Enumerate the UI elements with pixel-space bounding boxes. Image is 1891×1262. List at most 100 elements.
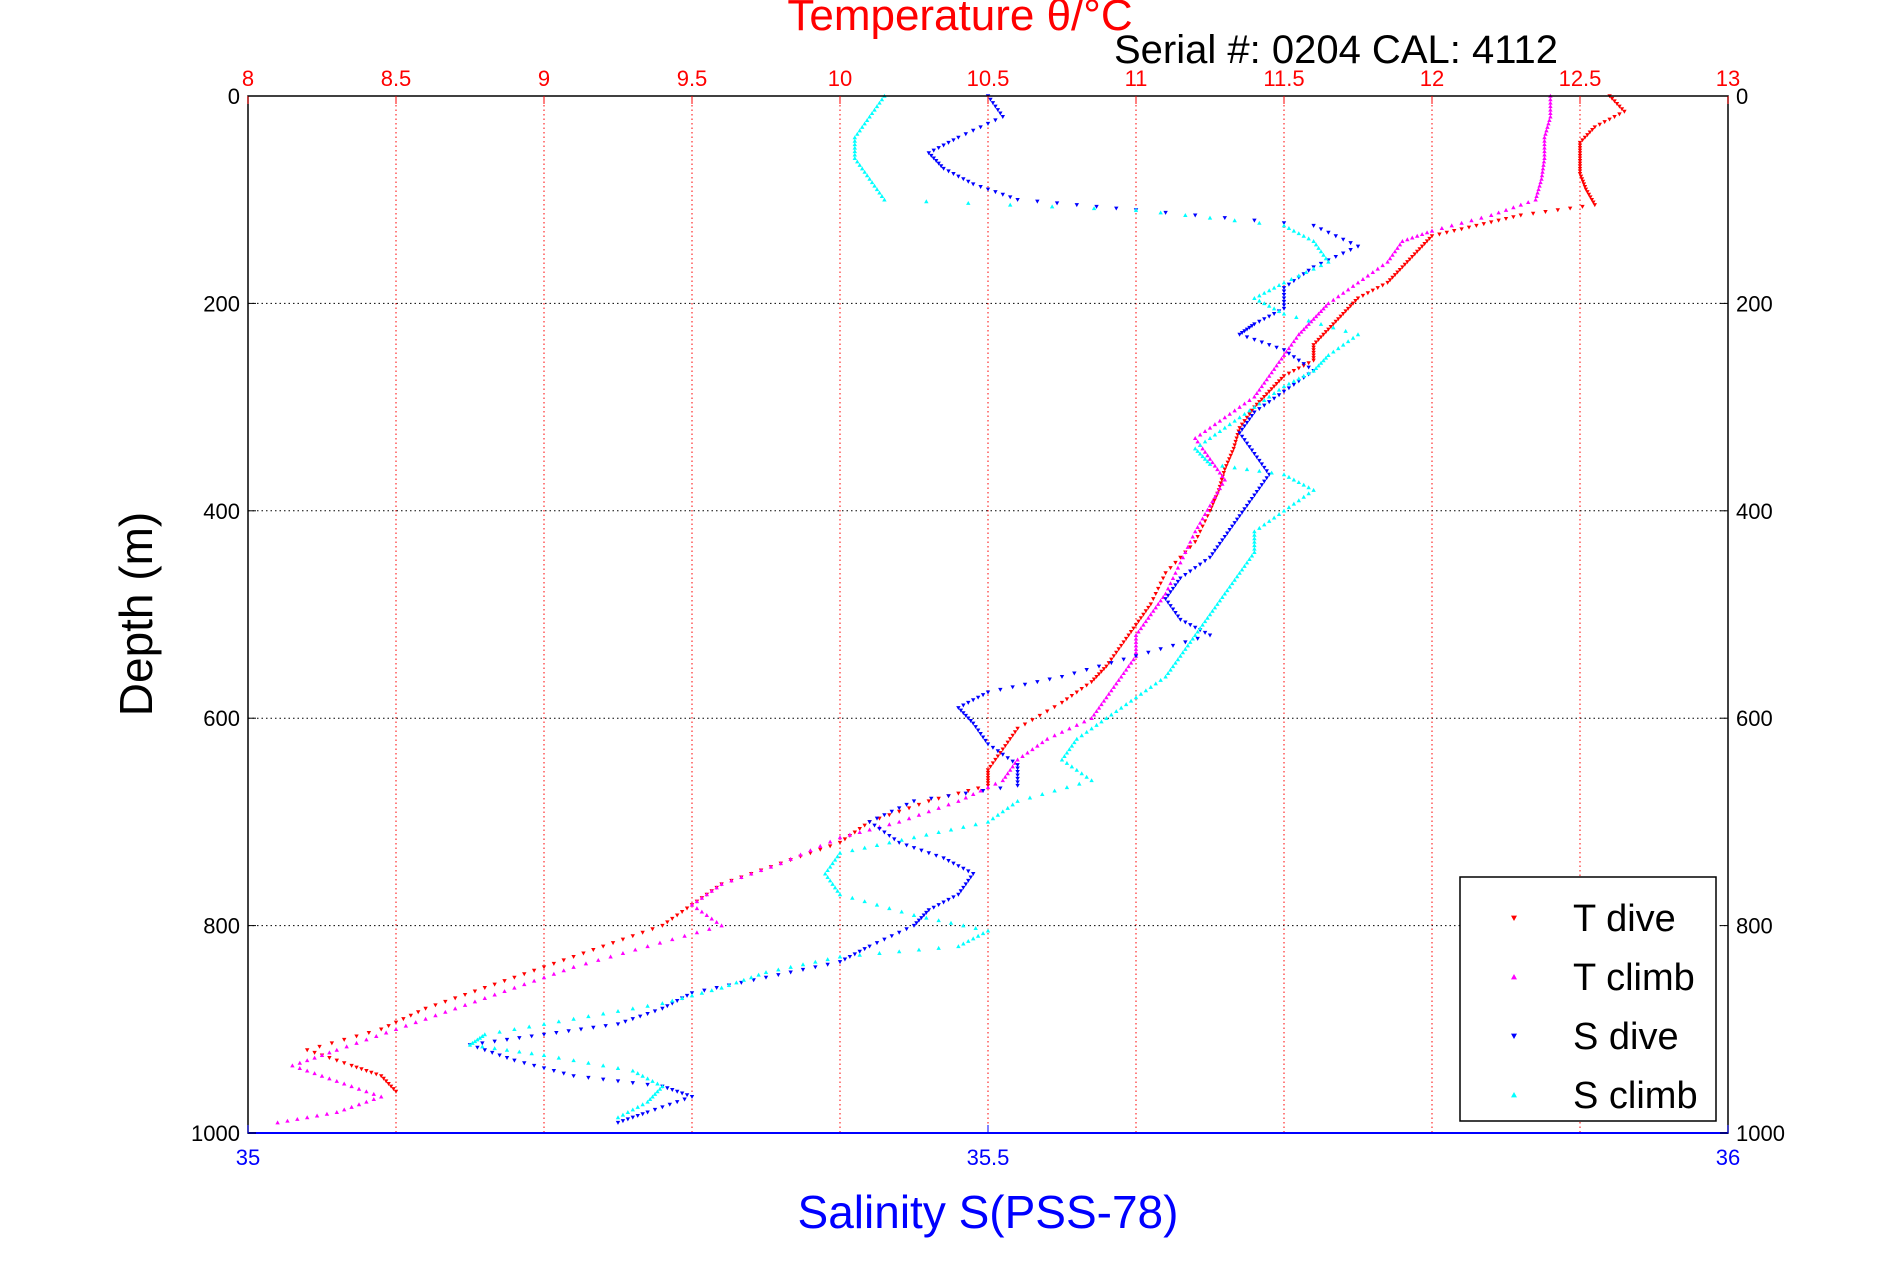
- data-point: [985, 785, 991, 790]
- data-point: [1067, 726, 1072, 731]
- data-point: [1281, 472, 1287, 477]
- data-point: [776, 967, 781, 972]
- data-point: [472, 989, 478, 994]
- data-point: [1242, 507, 1247, 512]
- data-point: [1183, 620, 1188, 625]
- data-point: [1217, 429, 1223, 434]
- left-tick-label: 600: [203, 706, 240, 731]
- data-point: [682, 1097, 687, 1102]
- data-point: [334, 1078, 339, 1083]
- data-point: [1311, 316, 1316, 321]
- data-point: [975, 786, 981, 791]
- data-point: [1286, 351, 1292, 356]
- data-point: [1153, 681, 1158, 686]
- chart-subtitle: Serial #: 0204 CAL: 4112: [1114, 28, 1558, 72]
- data-point: [1239, 510, 1245, 515]
- left-tick-label: 400: [203, 499, 240, 524]
- data-point: [946, 169, 951, 174]
- data-point: [386, 1081, 391, 1086]
- data-point: [364, 1089, 369, 1094]
- data-point: [1585, 133, 1590, 138]
- data-point: [936, 918, 941, 923]
- data-point: [1180, 650, 1186, 655]
- data-point: [1262, 479, 1267, 484]
- legend: T dive T climb S dive S climb: [1459, 876, 1717, 1122]
- data-point: [985, 819, 991, 824]
- data-point: [1397, 267, 1403, 272]
- data-point: [1407, 257, 1412, 262]
- data-point: [512, 1058, 517, 1063]
- data-point: [1375, 286, 1380, 291]
- data-point: [852, 135, 857, 140]
- data-point: [1311, 487, 1316, 492]
- data-point: [1153, 605, 1158, 610]
- data-point: [741, 977, 746, 982]
- data-point: [1267, 314, 1272, 319]
- data-point: [1205, 507, 1210, 512]
- data-point: [531, 1063, 537, 1068]
- data-point: [393, 1027, 399, 1032]
- data-point: [1205, 615, 1210, 620]
- data-point: [882, 197, 887, 202]
- data-point: [1410, 254, 1415, 259]
- data-point: [857, 952, 862, 957]
- data-point: [1210, 552, 1215, 557]
- data-point: [527, 1024, 532, 1029]
- data-point: [1193, 625, 1198, 630]
- data-point: [768, 864, 774, 869]
- data-point: [1193, 436, 1198, 440]
- right-tick-label: 200: [1736, 291, 1773, 316]
- data-point: [798, 852, 803, 857]
- data-point: [1163, 571, 1168, 576]
- data-point: [1541, 159, 1547, 164]
- data-point: [334, 1058, 339, 1063]
- data-point: [1619, 107, 1625, 112]
- data-point: [1207, 456, 1213, 461]
- data-point: [971, 698, 976, 703]
- data-point: [1252, 218, 1257, 223]
- right-tick-label: 0: [1736, 84, 1748, 109]
- data-point: [1614, 102, 1620, 106]
- data-point: [504, 1037, 510, 1042]
- data-point: [645, 1003, 650, 1008]
- data-point: [1281, 292, 1287, 297]
- data-point: [1291, 228, 1297, 233]
- data-point: [433, 1003, 438, 1008]
- data-point: [1259, 340, 1264, 345]
- data-point: [610, 941, 616, 946]
- data-point: [1533, 197, 1538, 202]
- legend-marker: [1511, 1033, 1517, 1039]
- data-point: [1316, 337, 1321, 342]
- data-point: [961, 923, 966, 928]
- data-point: [381, 1076, 386, 1081]
- data-point: [788, 964, 793, 969]
- data-point: [694, 930, 700, 935]
- data-point: [1577, 169, 1583, 174]
- data-point: [1227, 457, 1232, 462]
- data-point: [961, 824, 966, 829]
- data-point: [1212, 494, 1218, 499]
- data-point: [1419, 244, 1425, 249]
- data-point: [1249, 408, 1255, 413]
- data-point: [1291, 355, 1297, 360]
- data-point: [1429, 228, 1435, 233]
- data-point: [739, 875, 744, 879]
- data-point: [887, 822, 892, 827]
- data-point: [497, 1029, 502, 1034]
- data-point: [1220, 463, 1225, 468]
- data-point: [1237, 426, 1242, 431]
- data-point: [1239, 427, 1245, 432]
- data-point: [1244, 560, 1250, 565]
- data-point: [1227, 528, 1232, 533]
- data-point: [963, 132, 968, 137]
- data-point: [1222, 467, 1227, 472]
- data-point: [709, 988, 714, 993]
- top-tick-label: 10: [828, 66, 852, 91]
- data-point: [1190, 534, 1195, 539]
- data-point: [657, 940, 663, 945]
- data-point: [926, 151, 931, 156]
- data-point: [1210, 460, 1215, 465]
- data-point: [1197, 529, 1203, 534]
- data-point: [1257, 387, 1262, 392]
- data-point: [1217, 470, 1223, 475]
